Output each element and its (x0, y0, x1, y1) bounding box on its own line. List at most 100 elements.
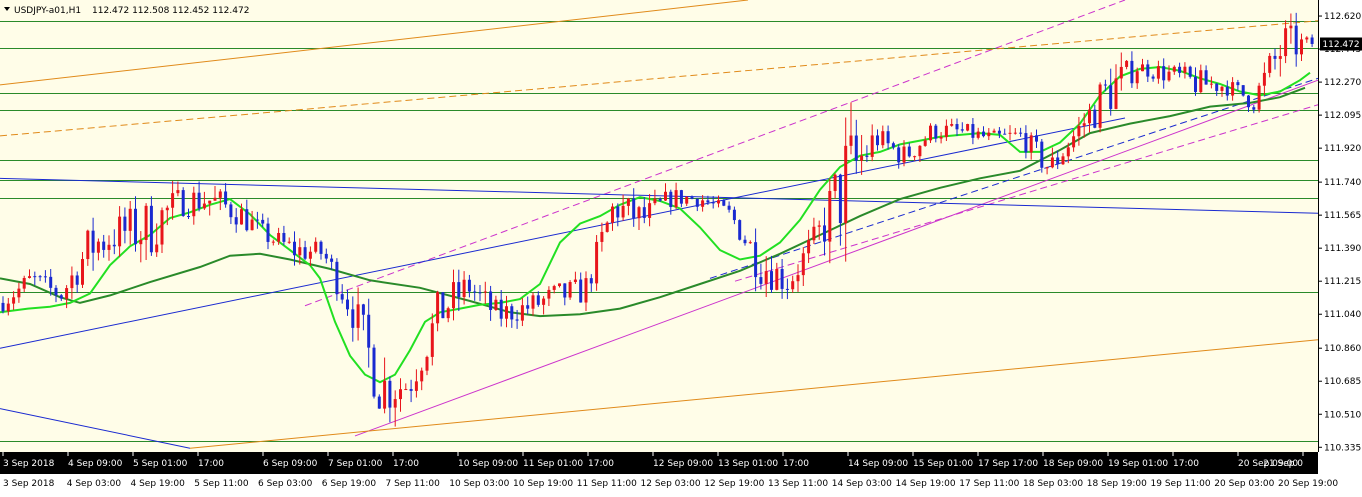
time-tick-label: 17:00 (198, 459, 224, 469)
candle (144, 203, 148, 260)
time-axis-ticks-bottom: 3 Sep 2018 4 Sep 03:00 4 Sep 19:00 5 Sep 11… (3, 479, 1338, 489)
fan-line-8[interactable] (0, 20, 1319, 137)
title-dropdown-icon[interactable] (4, 7, 10, 11)
candle (346, 289, 349, 316)
candle (165, 205, 169, 226)
time-tick-label: 10 Sep 09:00 (458, 459, 518, 469)
candle (621, 194, 625, 221)
candle (1257, 82, 1261, 113)
candle (446, 306, 450, 323)
candle (1178, 62, 1182, 78)
candle (65, 285, 69, 309)
candle (1098, 82, 1102, 133)
price-axis (1319, 0, 1362, 452)
channel-line-0[interactable] (354, 79, 1319, 437)
candle (430, 313, 434, 366)
candle (717, 195, 720, 208)
candle (944, 119, 948, 142)
candle (388, 376, 392, 423)
channel-line-1[interactable] (304, 0, 1126, 307)
candle (192, 186, 196, 225)
candle (229, 201, 233, 225)
candle (1194, 67, 1197, 96)
trend-line-5[interactable] (0, 408, 191, 449)
candle (1141, 58, 1144, 72)
candle (81, 252, 84, 288)
candle (494, 295, 498, 311)
candle (520, 298, 524, 327)
candle (870, 124, 874, 162)
candle (12, 291, 16, 310)
candle (722, 199, 726, 207)
candle (102, 234, 106, 258)
candle (218, 189, 222, 211)
time-tick-label: 3 Sep 2018 (3, 459, 55, 469)
candle (1188, 65, 1192, 79)
candle (255, 211, 259, 229)
channel-line-2[interactable] (734, 104, 1319, 282)
price-tick-label: 111.740 (1324, 178, 1361, 188)
candle (1008, 125, 1012, 141)
candle (987, 128, 991, 141)
candle (510, 303, 514, 328)
trend-line-6[interactable] (709, 77, 1319, 279)
time-axis-ticks-top: 3 Sep 2018 4 Sep 09:00 5 Sep 01:00 17:00 6 S… (2, 452, 1304, 469)
candle (22, 275, 26, 293)
candle (351, 296, 355, 342)
time-tick-label: 7 Sep 01:00 (328, 459, 383, 469)
time-tick-label: 4 Sep 09:00 (68, 459, 123, 469)
trend-line-3[interactable] (0, 177, 1319, 214)
time-tick-label-bottom: 19 Sep 11:00 (1151, 479, 1211, 489)
candle (770, 255, 773, 294)
candle (1024, 125, 1028, 159)
candle (86, 229, 90, 266)
candle (1114, 64, 1118, 110)
candle (685, 196, 689, 206)
candle (399, 378, 402, 412)
candle (579, 272, 583, 303)
candle (531, 292, 535, 316)
time-tick-label: 5 Sep 01:00 (133, 459, 188, 469)
candle (891, 141, 895, 150)
candle (420, 367, 424, 391)
candle (250, 210, 254, 231)
candle (1183, 62, 1187, 79)
candle (478, 284, 482, 302)
candle (1050, 147, 1054, 169)
candle (1029, 132, 1033, 160)
trend-line-4[interactable] (0, 117, 1126, 349)
candle (160, 207, 164, 254)
candle (1119, 52, 1123, 91)
candle (91, 217, 95, 271)
chart-title[interactable]: USDJPY-a01,H1 112.472 112.508 112.452 11… (4, 6, 249, 16)
candle (489, 285, 493, 321)
candle (923, 136, 927, 147)
candle (377, 394, 381, 409)
time-tick-label: 20 Sep 09:00 (1238, 459, 1298, 469)
candle (748, 240, 752, 244)
time-tick-label: 17:00 (783, 459, 809, 469)
price-tick-label: 112.270 (1324, 78, 1361, 88)
time-tick-label-bottom: 14 Sep 19:00 (896, 479, 956, 489)
candle (1109, 68, 1113, 116)
fan-line-7[interactable] (0, 0, 749, 86)
candle (764, 256, 768, 297)
fan-line-9[interactable] (189, 339, 1319, 449)
candle (796, 264, 800, 292)
candle (303, 240, 307, 261)
price-tick-label: 111.040 (1324, 310, 1361, 320)
candle (552, 284, 556, 294)
candle (754, 228, 758, 292)
candle (913, 155, 917, 161)
candle (1273, 48, 1277, 70)
candle (361, 303, 365, 331)
candle (573, 271, 577, 284)
candle (674, 182, 678, 210)
candle (849, 102, 853, 155)
candle (711, 196, 715, 209)
time-tick-label-bottom: 4 Sep 03:00 (67, 479, 122, 489)
candle (791, 275, 795, 293)
time-tick-label-bottom: 20 Sep 19:00 (1278, 479, 1338, 489)
